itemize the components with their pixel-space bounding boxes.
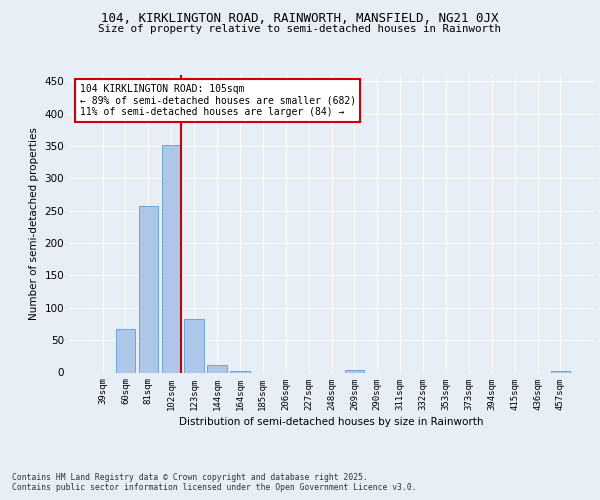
Bar — [139, 206, 158, 372]
Bar — [184, 319, 204, 372]
Bar — [116, 329, 135, 372]
Text: 104, KIRKLINGTON ROAD, RAINWORTH, MANSFIELD, NG21 0JX: 104, KIRKLINGTON ROAD, RAINWORTH, MANSFI… — [101, 12, 499, 26]
Text: Contains HM Land Registry data © Crown copyright and database right 2025.: Contains HM Land Registry data © Crown c… — [12, 472, 368, 482]
Bar — [161, 145, 181, 372]
Text: 104 KIRKLINGTON ROAD: 105sqm
← 89% of semi-detached houses are smaller (682)
11%: 104 KIRKLINGTON ROAD: 105sqm ← 89% of se… — [79, 84, 356, 117]
Bar — [551, 370, 570, 372]
Bar — [230, 370, 250, 372]
Text: Size of property relative to semi-detached houses in Rainworth: Size of property relative to semi-detach… — [98, 24, 502, 34]
X-axis label: Distribution of semi-detached houses by size in Rainworth: Distribution of semi-detached houses by … — [179, 416, 484, 426]
Text: Contains public sector information licensed under the Open Government Licence v3: Contains public sector information licen… — [12, 484, 416, 492]
Bar — [344, 370, 364, 372]
Bar — [208, 366, 227, 372]
Y-axis label: Number of semi-detached properties: Number of semi-detached properties — [29, 128, 39, 320]
